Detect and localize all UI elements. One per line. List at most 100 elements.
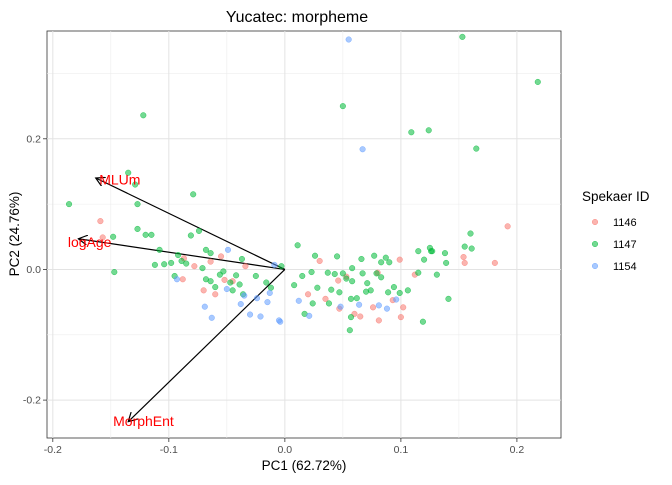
data-point-1147 [334, 253, 341, 260]
data-point-1154 [277, 318, 284, 325]
data-point-1147 [236, 281, 243, 288]
data-point-1147 [161, 261, 168, 268]
data-point-1147 [291, 282, 298, 289]
data-point-1146 [375, 317, 382, 324]
data-point-1147 [534, 78, 541, 86]
legend: Spekaer ID 1146 1147 1154 [582, 189, 650, 273]
data-point-1146 [212, 291, 219, 298]
data-point-1147 [433, 271, 440, 278]
data-point-1147 [371, 252, 378, 259]
data-point-1146 [99, 234, 106, 241]
data-point-1146 [221, 276, 228, 283]
data-point-1146 [460, 253, 467, 261]
data-point-1147 [443, 259, 450, 266]
data-point-1147 [347, 314, 355, 321]
data-point-1147 [134, 201, 141, 208]
data-point-1147 [378, 259, 385, 266]
y-axis-label: PC2 (24.76%) [7, 192, 22, 277]
data-point-1147 [168, 259, 175, 266]
data-point-1147 [134, 225, 141, 232]
data-point-1147 [349, 265, 356, 272]
x-tick-label: 0.2 [510, 444, 525, 456]
data-point-1147 [347, 295, 355, 302]
data-point-1154 [383, 305, 391, 312]
data-point-1147 [425, 127, 432, 134]
y-tick-label: 0.0 [26, 264, 41, 276]
legend-title: Spekaer ID [582, 189, 650, 204]
data-point-1147 [468, 245, 475, 252]
data-point-1146 [207, 258, 214, 265]
data-point-1154 [264, 299, 271, 306]
data-point-1147 [65, 201, 73, 208]
data-point-1147 [207, 278, 214, 285]
data-point-1154 [241, 292, 248, 299]
data-point-1154 [223, 285, 230, 293]
data-point-1147 [195, 227, 203, 234]
data-point-1147 [408, 129, 415, 136]
data-point-1147 [353, 295, 360, 302]
data-point-1146 [242, 263, 249, 270]
legend-key-1154 [591, 262, 599, 270]
data-point-1154 [173, 276, 181, 283]
data-point-1146 [491, 259, 498, 266]
data-point-1147 [140, 112, 147, 119]
gridlines [47, 31, 561, 438]
data-point-1147 [202, 246, 210, 253]
data-point-1147 [467, 230, 474, 237]
data-points [65, 33, 541, 334]
data-point-1147 [336, 289, 343, 296]
data-point-1147 [212, 284, 219, 291]
data-point-1147 [339, 103, 346, 110]
data-point-1147 [421, 256, 428, 263]
data-point-1147 [386, 259, 393, 266]
loading-arrow-logAge [78, 239, 285, 271]
data-point-1147 [308, 269, 315, 276]
data-point-1146 [461, 259, 468, 266]
data-point-1147 [294, 242, 301, 249]
data-point-1147 [309, 300, 316, 307]
data-point-1147 [373, 270, 380, 277]
data-point-1146 [335, 277, 342, 284]
data-point-1147 [367, 287, 374, 294]
data-point-1147 [110, 233, 117, 240]
data-point-1147 [267, 284, 274, 291]
data-point-1147 [183, 260, 190, 267]
data-point-1154 [393, 296, 400, 303]
data-point-1146 [504, 223, 511, 230]
data-point-1146 [97, 218, 104, 225]
data-point-1147 [233, 272, 240, 279]
data-point-1154 [266, 289, 273, 297]
data-point-1147 [419, 318, 426, 325]
data-point-1154 [295, 297, 302, 304]
legend-label-1154: 1154 [613, 261, 637, 273]
data-point-1146 [400, 304, 407, 311]
data-point-1154 [257, 313, 264, 320]
data-point-1154 [306, 312, 313, 319]
data-point-1147 [227, 279, 234, 286]
data-point-1154 [253, 295, 261, 302]
data-point-1147 [125, 169, 132, 176]
data-point-1147 [385, 289, 392, 296]
data-point-1147 [111, 269, 118, 276]
axes: -0.2 -0.1 0.0 0.1 0.2 -0.2 0.0 0.2 [23, 133, 524, 456]
data-point-1147 [132, 181, 139, 188]
data-point-1147 [142, 231, 149, 238]
x-tick-label: -0.1 [160, 444, 178, 456]
data-point-1147 [441, 250, 449, 257]
data-point-1147 [364, 280, 371, 287]
chart-title: Yucatec: morpheme [226, 9, 368, 26]
legend-key-1146 [591, 218, 599, 226]
y-tick-label: 0.2 [26, 133, 41, 145]
data-point-1147 [415, 248, 422, 255]
y-tick-label: -0.2 [23, 395, 41, 407]
data-point-1154 [201, 303, 208, 310]
data-point-1147 [415, 269, 422, 276]
data-point-1147 [358, 255, 365, 263]
data-point-1147 [175, 252, 182, 259]
data-point-1146 [357, 313, 364, 320]
data-point-1154 [237, 301, 244, 308]
data-point-1147 [343, 275, 350, 282]
data-point-1147 [314, 284, 321, 291]
loading-arrow-MorphEnt [128, 269, 286, 421]
